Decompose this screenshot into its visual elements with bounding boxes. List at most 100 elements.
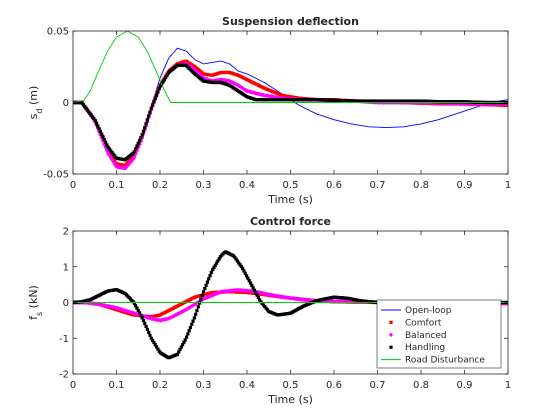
marker-point	[135, 306, 139, 310]
marker-point	[181, 343, 185, 347]
marker-point	[107, 153, 112, 158]
marker-point	[178, 347, 182, 352]
y-tick-label: 0	[63, 298, 69, 309]
y-axis-label-subscript: d	[35, 108, 44, 113]
y-axis-label-subscript: s	[35, 312, 44, 316]
marker-point	[143, 321, 147, 326]
marker-point	[151, 338, 155, 342]
chart-title: Control force	[250, 215, 331, 228]
marker-point	[136, 141, 140, 145]
marker-point	[88, 111, 92, 115]
x-tick-label: 0	[70, 380, 76, 391]
marker-point	[265, 308, 270, 312]
y-tick-label: 0	[63, 98, 69, 109]
marker-point	[158, 84, 163, 88]
marker-point	[177, 350, 181, 354]
marker-point	[92, 116, 96, 121]
marker-point	[109, 149, 113, 153]
x-tick-label: 0.8	[413, 380, 429, 391]
marker-point	[194, 312, 198, 316]
marker-point	[201, 290, 206, 294]
marker-point	[234, 257, 238, 261]
marker-point	[237, 261, 241, 265]
marker-point	[259, 300, 263, 304]
y-axis-label-unit: (kN)	[27, 285, 40, 312]
marker-point	[156, 347, 160, 351]
x-tick-label: 0.6	[326, 180, 342, 191]
marker-point	[104, 148, 110, 153]
marker-point	[157, 349, 161, 353]
marker-point	[124, 164, 129, 169]
marker-point	[248, 281, 253, 285]
legend-box	[376, 299, 502, 369]
marker-point	[179, 345, 183, 349]
marker-point	[131, 300, 135, 304]
marker-point	[162, 78, 166, 82]
marker-point	[242, 269, 246, 273]
marker-point	[187, 329, 191, 333]
marker-point	[199, 297, 203, 301]
marker-point	[151, 103, 155, 107]
y-tick-label: 0.05	[47, 27, 69, 38]
marker-point	[260, 301, 264, 305]
marker-point	[252, 288, 256, 292]
marker-point	[254, 291, 258, 295]
marker-point	[137, 311, 142, 315]
marker-point	[165, 73, 169, 77]
legend-label-road-disturbance: Road Disturbance	[405, 356, 485, 366]
marker-point	[217, 257, 221, 261]
marker-point	[239, 265, 243, 269]
marker-point	[141, 318, 146, 323]
marker-point	[143, 125, 147, 130]
marker-point	[144, 122, 148, 126]
marker-point	[188, 325, 193, 330]
legend-marker-handling	[389, 345, 393, 349]
marker-point	[148, 333, 152, 337]
marker-point	[152, 340, 156, 345]
series-group	[73, 31, 508, 171]
marker-point	[233, 255, 237, 259]
y-tick-label: -2	[59, 370, 69, 381]
x-tick-label: 0.4	[239, 380, 255, 391]
chart-suspension-deflection: 0 0.1 0.2 0.3 0.4 0.5 0.6 0.7 0.8 0.9 1-0.0500.05S…	[27, 15, 511, 206]
x-tick-label: 0.7	[370, 380, 386, 391]
marker-point	[84, 106, 88, 110]
marker-point	[183, 338, 187, 342]
y-axis-label-main: s	[27, 113, 40, 119]
marker-point	[213, 263, 217, 267]
marker-point	[175, 352, 179, 356]
x-tick-label: 0.6	[326, 380, 342, 391]
marker-point	[139, 313, 143, 317]
x-tick-label: 0.1	[109, 380, 125, 391]
marker-point	[145, 327, 149, 332]
marker-point	[83, 104, 87, 109]
y-tick-label: -0.05	[43, 170, 69, 181]
y-tick-label: 1	[63, 262, 69, 273]
marker-point	[90, 115, 95, 119]
marker-point	[235, 259, 240, 263]
marker-point	[247, 279, 251, 283]
y-tick-label: -1	[59, 334, 69, 345]
marker-point	[241, 266, 245, 271]
marker-point	[197, 301, 202, 305]
x-tick-label: 0.5	[283, 380, 299, 391]
marker-point	[145, 118, 149, 122]
marker-point	[89, 113, 93, 117]
marker-point	[214, 261, 219, 265]
marker-point	[250, 283, 254, 288]
marker-point	[147, 330, 151, 334]
y-axis-label: fs (kN)	[27, 285, 44, 320]
x-tick-label: 0.8	[413, 180, 429, 191]
marker-point	[94, 121, 99, 125]
marker-point	[147, 114, 151, 118]
marker-point	[203, 286, 207, 291]
marker-point	[134, 147, 138, 151]
marker-point	[184, 335, 189, 339]
legend-marker-balanced	[388, 332, 394, 337]
marker-point	[148, 110, 152, 114]
marker-point	[104, 140, 108, 144]
marker-point	[186, 332, 190, 336]
marker-point	[132, 150, 136, 154]
marker-point	[211, 268, 215, 272]
marker-point	[205, 280, 210, 284]
